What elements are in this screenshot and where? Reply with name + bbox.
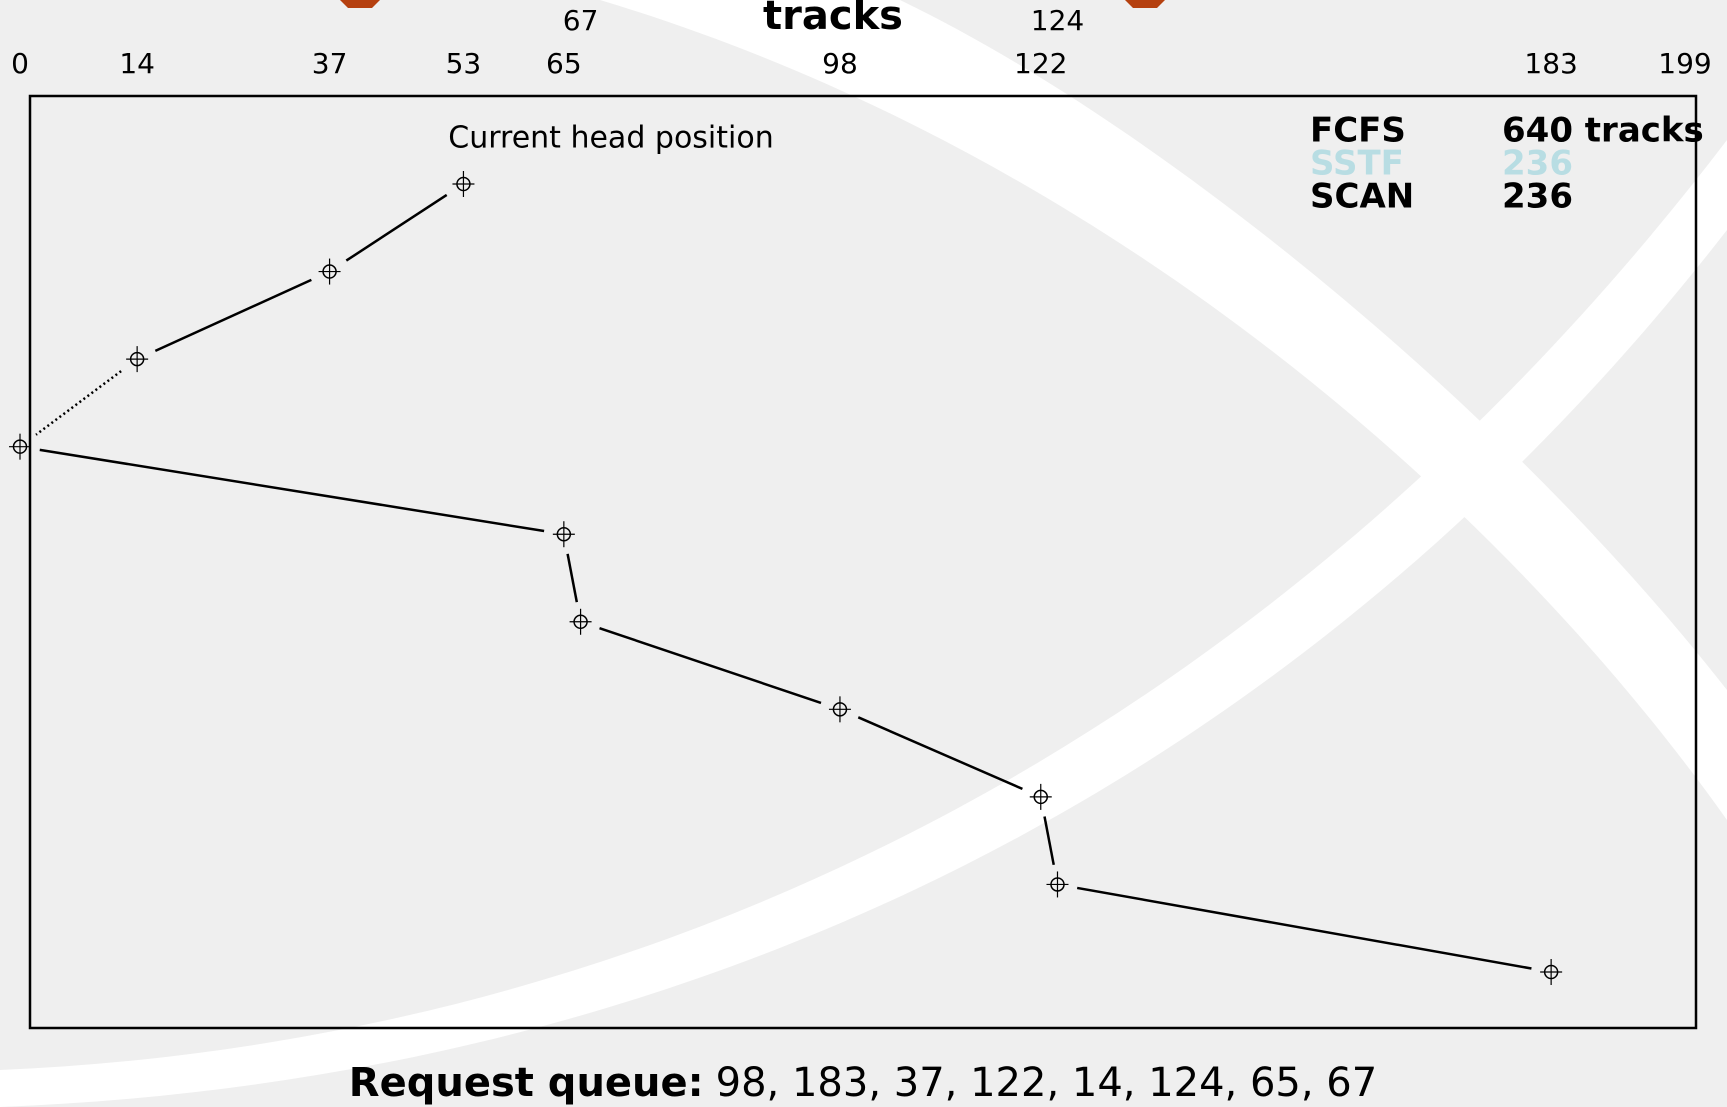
- head-position-marker: [452, 171, 475, 197]
- path-segment: [1043, 816, 1055, 866]
- algorithm-name: FCFS: [1310, 111, 1406, 151]
- queue-label: Request queue:: [349, 1060, 704, 1106]
- algorithm-total: 640 tracks: [1502, 111, 1704, 151]
- head-position-marker: [9, 433, 31, 460]
- head-position-marker: [126, 346, 149, 373]
- background-arc: [0, 140, 1727, 1107]
- x-tick-label: 14: [119, 47, 155, 80]
- path-segment: [857, 716, 1023, 791]
- algorithm-name: SSTF: [1310, 144, 1404, 184]
- queue-items: 98, 183, 37, 122, 14, 124, 65, 67: [716, 1060, 1378, 1106]
- plot-frame: [28, 94, 1698, 1030]
- head-position-marker: [1029, 783, 1052, 810]
- decoration: [1125, 0, 1165, 8]
- axis-title: tracks: [763, 0, 903, 39]
- x-tick-label: 37: [312, 47, 348, 80]
- algorithm-total: 236: [1502, 144, 1573, 184]
- algorithm-total: 236: [1502, 177, 1573, 217]
- x-tick-label: 65: [546, 47, 582, 80]
- x-tick-label: 98: [822, 47, 858, 80]
- annotation: Current head position: [448, 121, 773, 156]
- path-segment: [154, 278, 312, 352]
- path-segment: [599, 626, 822, 705]
- background-arc: [600, 0, 1727, 820]
- x-tick-label: 183: [1524, 47, 1577, 80]
- x-tick-label: 122: [1014, 47, 1067, 80]
- algorithm-name: SCAN: [1310, 177, 1414, 217]
- head-position-marker: [569, 608, 592, 635]
- head-position-marker: [1540, 959, 1563, 985]
- path-segment: [39, 448, 545, 533]
- path-segment: [566, 553, 579, 603]
- head-position-marker: [318, 258, 341, 285]
- path-segment: [345, 193, 448, 262]
- x-tick-label: 67: [563, 4, 599, 37]
- x-tick-label: 199: [1658, 47, 1711, 80]
- decoration: [340, 0, 380, 8]
- x-tick-label: 53: [446, 47, 482, 80]
- path-segment: [1076, 886, 1532, 970]
- head-position-marker: [1046, 871, 1069, 898]
- path-segment: [35, 370, 122, 436]
- head-position-marker: [828, 696, 851, 723]
- x-tick-label: 0: [11, 47, 29, 80]
- head-position-marker: [552, 521, 575, 548]
- x-tick-label: 124: [1031, 4, 1084, 37]
